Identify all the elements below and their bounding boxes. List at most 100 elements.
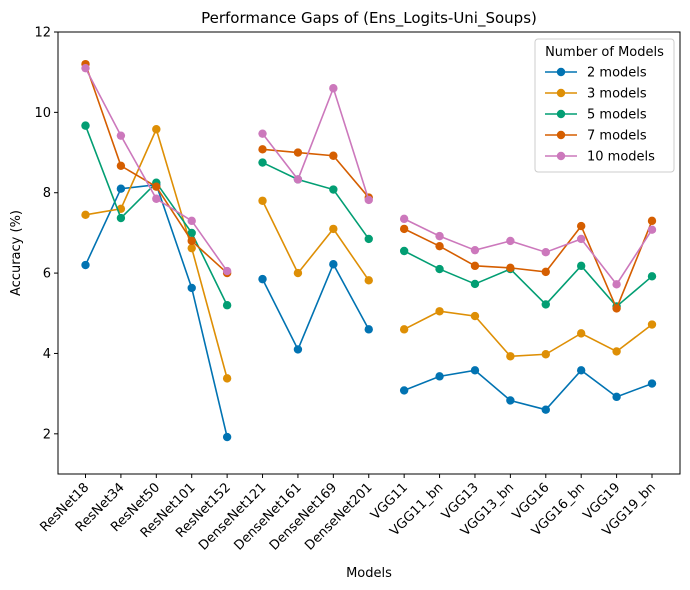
y-axis-title: Accuracy (%) <box>9 210 24 296</box>
data-point <box>81 210 90 220</box>
data-point <box>329 185 338 194</box>
data-point <box>187 283 196 293</box>
data-point <box>116 213 126 223</box>
data-point <box>329 151 338 160</box>
data-point <box>116 161 126 171</box>
data-point <box>541 405 550 414</box>
data-point <box>399 325 409 334</box>
data-point <box>329 260 338 269</box>
data-point <box>258 196 267 205</box>
series-line <box>262 161 370 240</box>
data-point <box>222 374 232 383</box>
data-point <box>81 63 90 73</box>
data-point <box>541 300 550 309</box>
data-point <box>293 345 303 354</box>
data-point <box>152 182 161 191</box>
data-point <box>116 184 126 193</box>
data-point <box>576 261 586 271</box>
y-tick-label: 6 <box>43 267 51 282</box>
data-point <box>576 366 586 375</box>
data-point <box>329 224 338 234</box>
data-point <box>364 325 373 334</box>
y-tick-label: 12 <box>34 26 51 41</box>
data-point <box>258 274 267 284</box>
data-point <box>116 131 126 140</box>
data-point <box>435 241 444 251</box>
data-point <box>399 224 409 234</box>
data-point <box>576 234 586 244</box>
legend-swatch-marker <box>556 67 566 77</box>
data-point <box>435 372 444 381</box>
data-point <box>293 175 303 184</box>
legend-swatch-marker <box>556 88 566 98</box>
legend: Number of Models 2 models 3 models 5 model… <box>534 38 675 173</box>
data-point <box>612 392 621 402</box>
data-point <box>470 245 480 255</box>
data-point <box>435 264 444 274</box>
data-point <box>152 125 161 134</box>
data-point <box>647 225 657 234</box>
data-point <box>506 352 515 361</box>
data-point <box>435 231 444 241</box>
y-tick-label: 4 <box>43 347 51 362</box>
legend-label: 5 models <box>587 108 647 123</box>
data-point <box>647 379 657 388</box>
data-point <box>612 304 621 313</box>
data-point <box>258 129 267 138</box>
data-point <box>647 216 657 226</box>
series-line <box>261 200 370 281</box>
y-tick-label: 10 <box>34 106 51 121</box>
series-line <box>403 250 653 308</box>
y-tick-label: 8 <box>43 186 51 201</box>
series-line <box>261 85 370 201</box>
x-axis-title: Models <box>346 566 392 581</box>
data-point <box>470 279 480 289</box>
legend-swatch-marker <box>556 130 566 140</box>
series-line <box>84 67 228 272</box>
data-point <box>364 234 373 244</box>
data-point <box>541 267 550 277</box>
y-axis: 2 4 6 8 10 12 <box>34 26 58 442</box>
data-point <box>470 311 480 321</box>
data-point <box>258 158 267 167</box>
data-point <box>258 145 267 154</box>
data-point <box>647 272 657 281</box>
legend-label: 2 models <box>587 66 647 81</box>
y-tick-label: 2 <box>43 427 51 442</box>
data-point <box>222 432 232 442</box>
x-axis: ResNet18ResNet34ResNet50ResNet101ResNet1… <box>37 474 659 554</box>
data-point <box>187 216 196 226</box>
series-line <box>84 125 228 306</box>
legend-title: Number of Models <box>545 45 664 60</box>
data-point <box>576 221 586 231</box>
series-10-models <box>81 63 657 289</box>
data-point <box>470 261 480 271</box>
data-point <box>187 228 196 238</box>
series-line <box>403 310 653 358</box>
series-line <box>403 369 653 411</box>
series-3-models <box>81 125 657 383</box>
data-point <box>399 386 409 395</box>
data-point <box>435 307 444 316</box>
data-point <box>222 301 232 310</box>
data-point <box>506 263 515 273</box>
series-line <box>262 148 370 199</box>
data-point <box>81 260 90 270</box>
series-line <box>403 218 653 286</box>
chart-title: Performance Gaps of (Ens_Logits-Uni_Soup… <box>201 9 537 28</box>
legend-swatch-marker <box>556 109 566 119</box>
data-point <box>187 236 196 246</box>
data-point <box>399 214 409 224</box>
data-point <box>329 84 338 93</box>
series-2-models <box>81 180 657 442</box>
data-point <box>152 194 161 203</box>
series-line <box>261 262 370 352</box>
data-point <box>541 350 550 359</box>
data-point <box>541 247 550 257</box>
legend-label: 3 models <box>587 87 647 102</box>
series-line <box>403 220 653 311</box>
legend-label: 7 models <box>587 129 647 144</box>
legend-label: 10 models <box>587 150 655 165</box>
data-point <box>647 320 657 329</box>
